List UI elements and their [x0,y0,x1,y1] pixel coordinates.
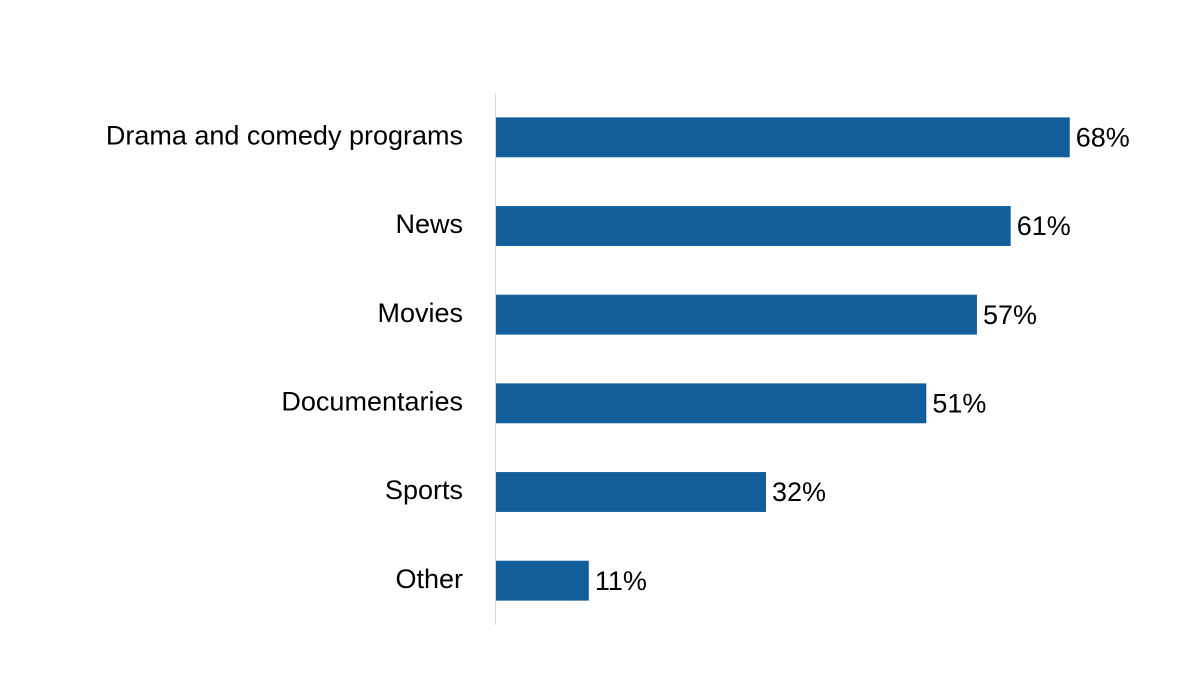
bar [496,472,766,512]
bar [496,117,1070,158]
bar [496,206,1011,246]
bar [496,383,927,424]
y-tick-label: Movies [377,298,463,328]
y-tick-label: Drama and comedy programs [106,120,463,150]
bar [496,294,977,335]
data-label: 57% [983,300,1037,330]
bar [496,560,589,601]
data-label: 51% [932,388,986,418]
data-label: 32% [772,477,826,507]
y-tick-label: Sports [385,475,463,505]
data-label: 61% [1017,211,1071,241]
y-tick-label: Other [395,564,463,594]
data-label: 68% [1076,122,1130,152]
y-tick-label: News [395,209,463,239]
data-label: 11% [595,566,647,596]
y-tick-label: Documentaries [281,386,463,416]
